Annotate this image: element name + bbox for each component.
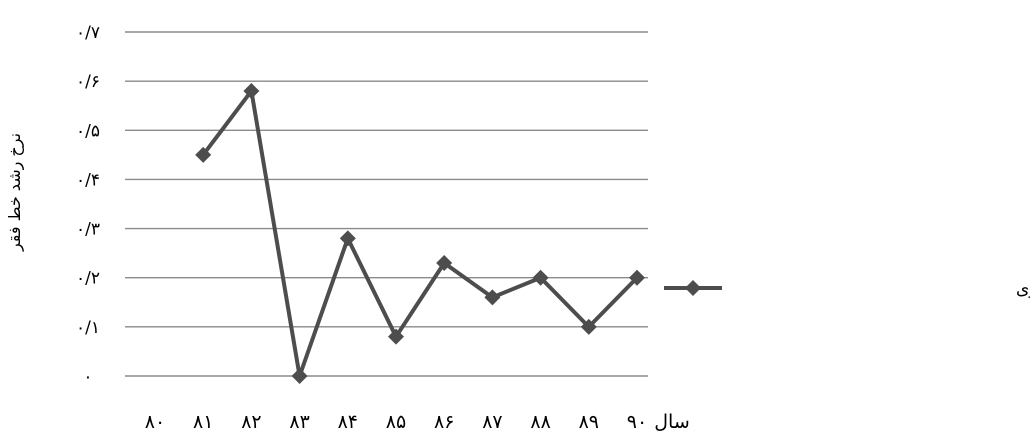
legend: رشد خط فقر سالانه شهری <box>664 279 1030 299</box>
x-tick-label: ۸۳ <box>289 411 309 433</box>
gridlines <box>125 31 648 377</box>
x-tick-label: ۸۷ <box>482 411 502 433</box>
x-tick-label: ۸۹ <box>579 411 599 433</box>
data-point-marker <box>484 289 501 306</box>
data-point-marker <box>580 318 597 335</box>
data-point-marker <box>291 368 308 384</box>
x-axis-label: سال <box>654 411 690 433</box>
x-tick-label: ۸۲ <box>241 411 261 433</box>
series-lines <box>195 82 645 384</box>
y-tick-label: ۰/۷ <box>76 23 100 43</box>
data-point-marker <box>388 328 404 345</box>
y-tick-label: ۰/۳ <box>76 220 100 240</box>
data-point-marker <box>243 82 260 99</box>
x-tick-label: ۸۵ <box>386 411 406 433</box>
legend-marker-icon <box>685 280 701 296</box>
y-tick-label: ۰/۲ <box>76 269 100 289</box>
x-tick-label: ۸۰ <box>145 411 165 433</box>
data-point-marker <box>436 254 453 271</box>
x-tick-label: ۸۸ <box>530 411 550 433</box>
y-axis-ticks: ۰ ۰/۱ ۰/۲ ۰/۳ ۰/۴ ۰/۵ ۰/۶ ۰/۷ <box>76 23 100 387</box>
data-point-marker <box>195 146 212 163</box>
x-tick-label: ۸۴ <box>338 411 358 433</box>
y-tick-label: ۰/۴ <box>76 170 100 190</box>
y-axis-label: نرخ رشد خط فقر <box>5 133 25 252</box>
data-point-marker <box>339 230 356 247</box>
y-tick-label: ۰/۱ <box>76 318 100 338</box>
y-tick-label: ۰/۵ <box>76 121 100 141</box>
x-tick-label: ۸۱ <box>193 411 213 433</box>
y-tick-label: ۰ <box>83 367 92 387</box>
y-tick-label: ۰/۶ <box>76 72 100 92</box>
x-tick-label: ۸۶ <box>434 411 454 433</box>
x-tick-label: ۹۰ <box>627 411 647 433</box>
x-axis-ticks: ۸۰ ۸۱ ۸۲ ۸۳ ۸۴ ۸۵ ۸۶ ۸۷ ۸۸ ۸۹ ۹۰ <box>145 411 647 433</box>
legend-label: رشد خط فقر سالانه شهری <box>1016 279 1030 299</box>
data-point-marker <box>629 269 645 286</box>
series-line <box>201 88 639 378</box>
data-point-marker <box>532 269 549 286</box>
